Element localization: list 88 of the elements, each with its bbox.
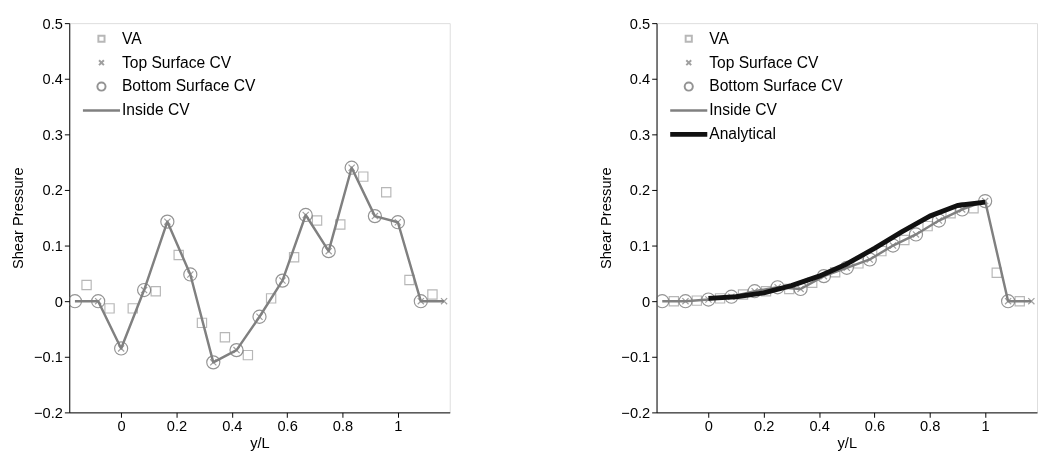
point [1014, 295, 1025, 307]
x-tick-label: 1 [394, 418, 403, 435]
point [265, 293, 277, 304]
y-tick-label: 0.2 [629, 182, 651, 199]
y-tick-label: 0.5 [629, 15, 651, 32]
y-tick-label: −0.1 [34, 349, 63, 366]
x-tick-label: 0.2 [166, 418, 188, 435]
point [150, 285, 161, 297]
y-tick-label: 0.4 [629, 71, 651, 88]
x-tick-label: 0.6 [277, 418, 298, 435]
point [931, 213, 947, 228]
y-axis-title: Shear Pressure [597, 167, 614, 270]
point [344, 160, 359, 175]
y-tick-label: 0.2 [42, 182, 63, 199]
point [335, 219, 346, 230]
legend-label: Inside CV [121, 101, 191, 119]
line-series [706, 199, 988, 301]
legend-label: Top Surface CV [121, 53, 232, 71]
point [691, 295, 703, 306]
legend-label: Analytical [709, 125, 776, 143]
point [127, 303, 138, 314]
legend-label: Inside CV [709, 101, 778, 119]
point [242, 349, 254, 361]
point [252, 309, 267, 324]
point [136, 282, 152, 298]
legend-label: VA [709, 29, 730, 47]
point [69, 294, 83, 309]
y-tick-label: 0.3 [42, 126, 63, 143]
x-tick-label: 1 [981, 418, 990, 435]
point [367, 208, 383, 224]
point [321, 244, 336, 259]
point [413, 294, 428, 309]
y-tick-label: 0.4 [42, 71, 63, 88]
point [358, 171, 369, 182]
legend-label: Bottom Surface CV [709, 77, 844, 95]
point [668, 295, 680, 307]
point [381, 186, 392, 198]
legend-label: VA [121, 29, 143, 47]
y-tick-label: −0.1 [621, 349, 651, 366]
point [656, 294, 670, 309]
x-tick-label: 0 [704, 418, 713, 435]
point [288, 252, 300, 263]
x-tick-label: 0.8 [920, 418, 941, 435]
point [298, 207, 313, 223]
point [404, 274, 415, 286]
y-tick-label: 0 [54, 293, 63, 310]
point [104, 303, 115, 314]
y-tick-label: −0.2 [34, 404, 63, 421]
point [173, 249, 184, 261]
point [390, 215, 405, 230]
point [678, 294, 693, 309]
point [91, 294, 106, 309]
y-axis-title: Shear Pressure [10, 167, 27, 270]
x-tick-label: 0 [117, 418, 126, 435]
point [219, 332, 231, 343]
point [908, 227, 924, 242]
y-tick-label: 0.3 [629, 126, 651, 143]
point [1027, 297, 1036, 305]
point [714, 293, 726, 304]
point [81, 279, 92, 291]
x-tick-label: 0.8 [332, 418, 354, 435]
point [899, 234, 910, 246]
x-axis-title: y/L [250, 435, 270, 451]
point [440, 297, 448, 305]
y-tick-label: −0.2 [621, 404, 651, 421]
point [427, 289, 438, 300]
x-tick-label: 0.6 [864, 418, 886, 435]
y-tick-label: 0.1 [42, 237, 63, 254]
y-tick-label: 0 [642, 293, 651, 310]
point [922, 220, 933, 232]
x-tick-label: 0.2 [754, 418, 775, 435]
point [114, 341, 129, 356]
y-tick-label: 0.1 [629, 237, 651, 254]
point [196, 317, 208, 329]
x-axis-title: y/L [837, 435, 858, 451]
point [183, 267, 198, 282]
x-tick-label: 0.4 [809, 418, 830, 435]
x-tick-label: 0.4 [222, 418, 243, 435]
legend-label: Top Surface CV [709, 53, 820, 71]
point [311, 215, 323, 226]
point [229, 342, 244, 358]
y-tick-label: 0.5 [42, 15, 63, 32]
legend-label: Bottom Surface CV [121, 77, 257, 95]
point [862, 252, 877, 267]
point [1000, 294, 1016, 309]
point [737, 289, 749, 300]
point [206, 355, 221, 370]
point [978, 193, 993, 209]
